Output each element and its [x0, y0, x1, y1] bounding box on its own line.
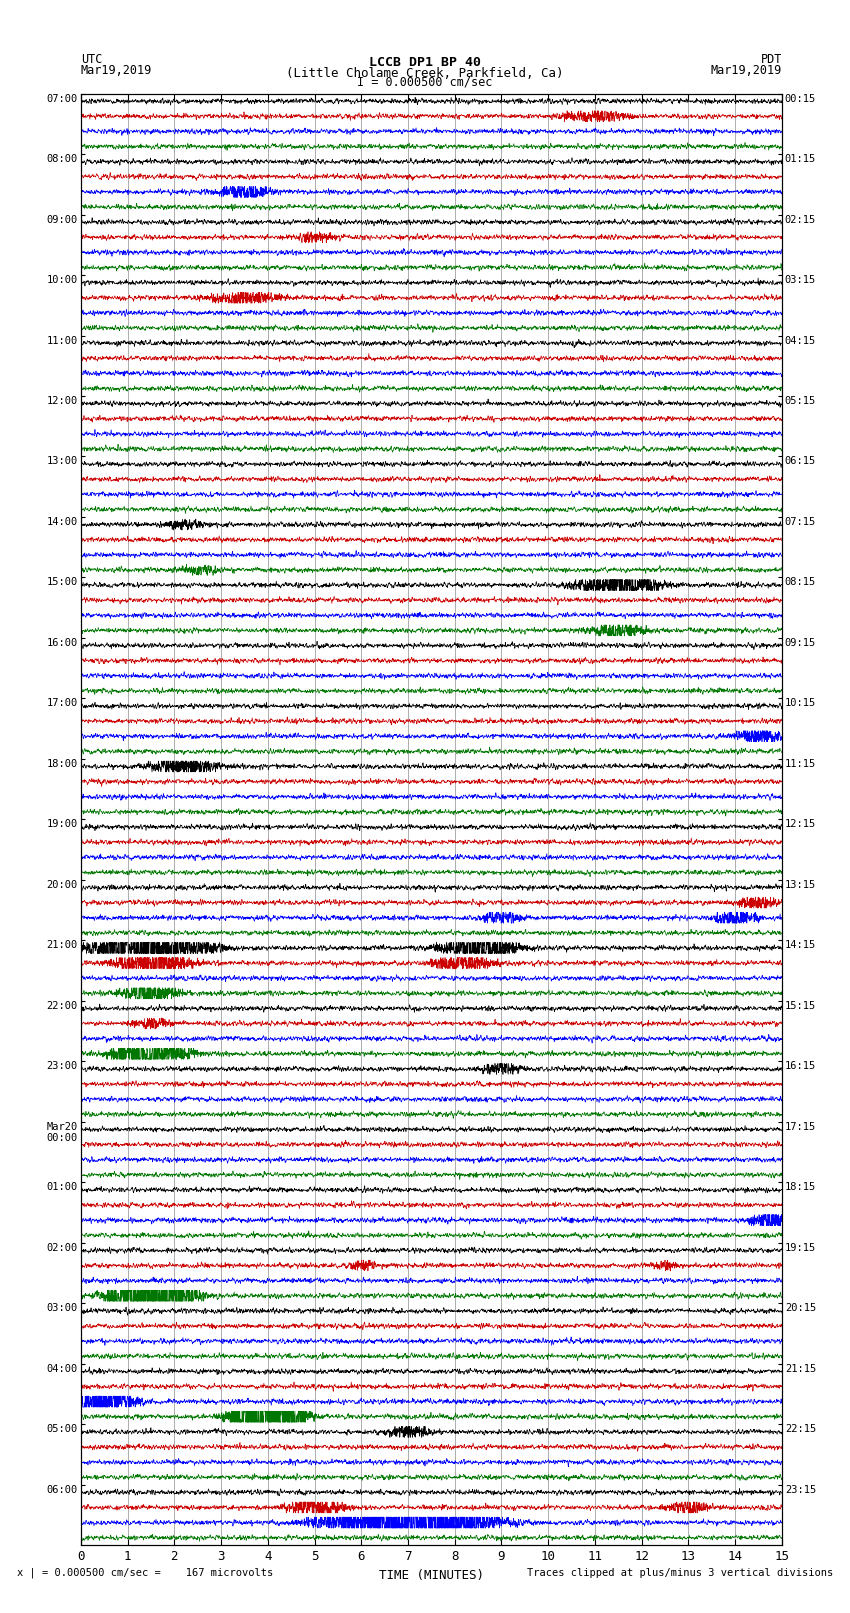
Text: Mar19,2019: Mar19,2019	[711, 63, 782, 77]
Text: UTC: UTC	[81, 53, 102, 66]
Text: x | = 0.000500 cm/sec =    167 microvolts: x | = 0.000500 cm/sec = 167 microvolts	[17, 1568, 273, 1579]
Text: PDT: PDT	[761, 53, 782, 66]
Text: (Little Cholame Creek, Parkfield, Ca): (Little Cholame Creek, Parkfield, Ca)	[286, 66, 564, 79]
Text: Mar19,2019: Mar19,2019	[81, 63, 152, 77]
X-axis label: TIME (MINUTES): TIME (MINUTES)	[379, 1569, 484, 1582]
Text: I = 0.000500 cm/sec: I = 0.000500 cm/sec	[357, 76, 493, 89]
Text: LCCB DP1 BP 40: LCCB DP1 BP 40	[369, 55, 481, 69]
Text: Traces clipped at plus/minus 3 vertical divisions: Traces clipped at plus/minus 3 vertical …	[527, 1568, 833, 1578]
